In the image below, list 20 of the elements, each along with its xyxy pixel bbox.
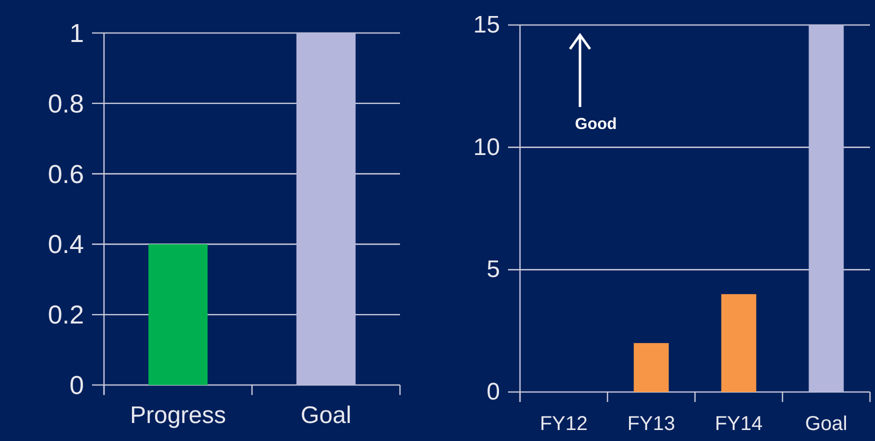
y-tick-label: 0.4 [48,229,84,260]
x-tick-label: Progress [130,402,226,429]
y-tick-label: 0 [486,378,500,406]
bar [721,294,756,392]
x-tick-label: Goal [300,402,352,429]
bar [634,343,669,392]
y-tick-label: 15 [473,12,500,38]
y-tick-label: 0.8 [48,88,84,118]
y-tick-label: 0.6 [48,158,84,189]
x-tick-label: Goal [805,413,848,435]
y-tick-label: 10 [473,134,500,161]
y-tick-label: 5 [486,256,500,284]
bar [808,25,844,392]
y-tick-label: 0.2 [48,300,84,330]
y-tick-label: 0 [70,370,84,400]
annotation: Good [575,116,617,133]
x-tick-label: FY14 [714,413,763,435]
x-tick-label: FY12 [540,413,588,435]
x-tick-label: FY13 [627,413,676,435]
y-tick-label: 1 [70,18,84,48]
